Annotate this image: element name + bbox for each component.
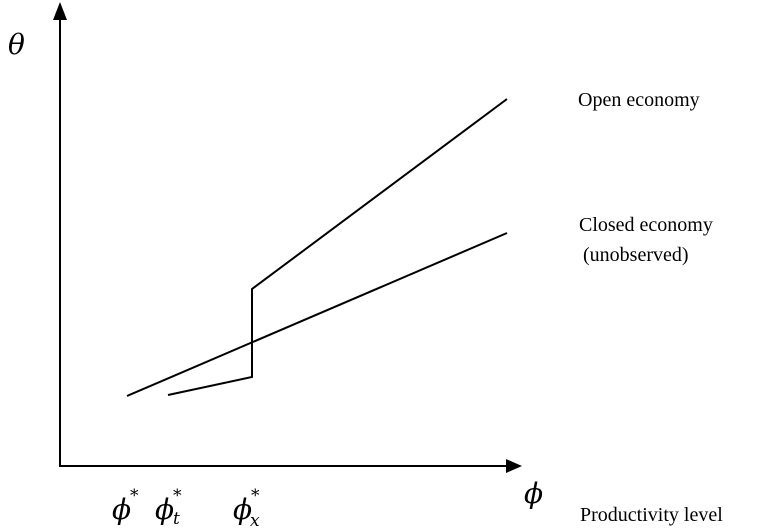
closed-economy-line bbox=[126, 232, 508, 397]
svg-text:x: x bbox=[250, 511, 260, 531]
x-axis-symbol: ϕ bbox=[524, 477, 543, 510]
open-economy-line bbox=[167, 98, 508, 396]
svg-text:*: * bbox=[251, 486, 260, 506]
svg-text:ϕ: ϕ bbox=[233, 493, 252, 526]
svg-text:*: * bbox=[130, 486, 139, 506]
x-axis-caption: Productivity level bbox=[580, 504, 723, 526]
open-economy-label: Open economy bbox=[578, 89, 700, 111]
tick-label-phi-star: ϕ * bbox=[112, 486, 139, 526]
closed-economy-label: Closed economy bbox=[579, 214, 713, 236]
x-axis-arrow-icon bbox=[506, 459, 522, 473]
closed-economy-sublabel: (unobserved) bbox=[583, 244, 689, 266]
y-axis-arrow-icon bbox=[53, 2, 67, 20]
svg-text:*: * bbox=[173, 486, 182, 506]
tick-label-phi-t-star: ϕ * t bbox=[155, 486, 182, 529]
svg-text:t: t bbox=[173, 509, 180, 529]
svg-text:ϕ: ϕ bbox=[112, 493, 131, 526]
y-axis-symbol: θ bbox=[8, 28, 25, 61]
svg-text:ϕ: ϕ bbox=[155, 493, 174, 526]
tick-label-phi-x-star: ϕ * x bbox=[233, 486, 260, 531]
